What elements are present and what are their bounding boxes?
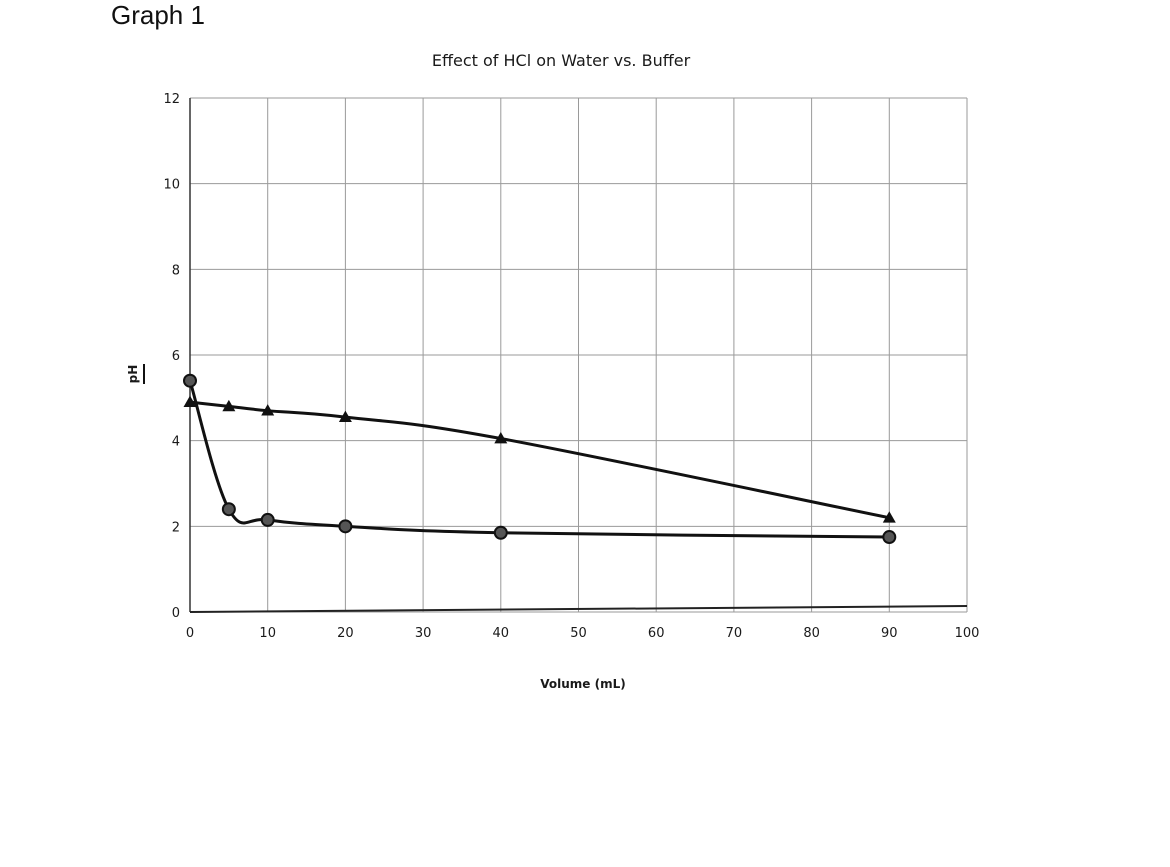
x-tick-labels: 0 10 20 30 40 50 60 70 80 90 100 [186, 626, 980, 641]
axes [189, 98, 968, 613]
x-tick-label: 0 [186, 626, 194, 641]
data-point-triangle [494, 432, 508, 444]
page-heading: Graph 1 [111, 0, 205, 30]
x-axis-label: Volume (mL) [540, 677, 625, 691]
chart-title: Effect of HCl on Water vs. Buffer [432, 51, 691, 70]
x-tick-label: 60 [648, 626, 665, 641]
data-point-triangle [222, 399, 236, 412]
x-tick-label: 30 [415, 626, 432, 641]
x-tick-label: 90 [881, 626, 898, 641]
x-tick-label: 20 [337, 626, 354, 641]
y-tick-label: 4 [172, 435, 180, 450]
data-point-triangle [338, 410, 352, 422]
data-point-triangle [882, 511, 896, 523]
x-tick-label: 40 [493, 626, 510, 641]
x-tick-label: 70 [726, 626, 743, 641]
x-tick-label: 80 [803, 626, 820, 641]
y-axis-label-group: pH [126, 364, 145, 384]
x-axis-line [189, 605, 968, 613]
data-point-triangle [261, 404, 275, 416]
data-point-circle [183, 373, 197, 388]
y-tick-label: 6 [172, 349, 180, 364]
y-tick-label: 8 [172, 263, 180, 278]
data-point-circle [338, 519, 353, 534]
grid-lines [189, 97, 968, 613]
data-point-circle [221, 502, 236, 517]
series-markers [183, 373, 897, 545]
series-line-circle [188, 379, 891, 539]
y-tick-labels: 0 2 4 6 8 10 12 [163, 92, 180, 621]
y-tick-label: 12 [163, 92, 180, 107]
x-tick-label: 50 [570, 626, 587, 641]
x-tick-label: 100 [955, 626, 980, 641]
data-point-circle [493, 525, 508, 540]
y-tick-label: 10 [163, 178, 180, 193]
data-point-circle [260, 512, 275, 527]
series-line-triangle [188, 400, 891, 520]
x-tick-label: 10 [259, 626, 276, 641]
y-axis-label: pH [126, 365, 140, 384]
y-tick-label: 2 [172, 520, 180, 535]
y-tick-label: 0 [172, 606, 180, 621]
data-point-circle [882, 530, 897, 545]
data-point-triangle [183, 395, 197, 407]
series-lines [188, 379, 891, 539]
